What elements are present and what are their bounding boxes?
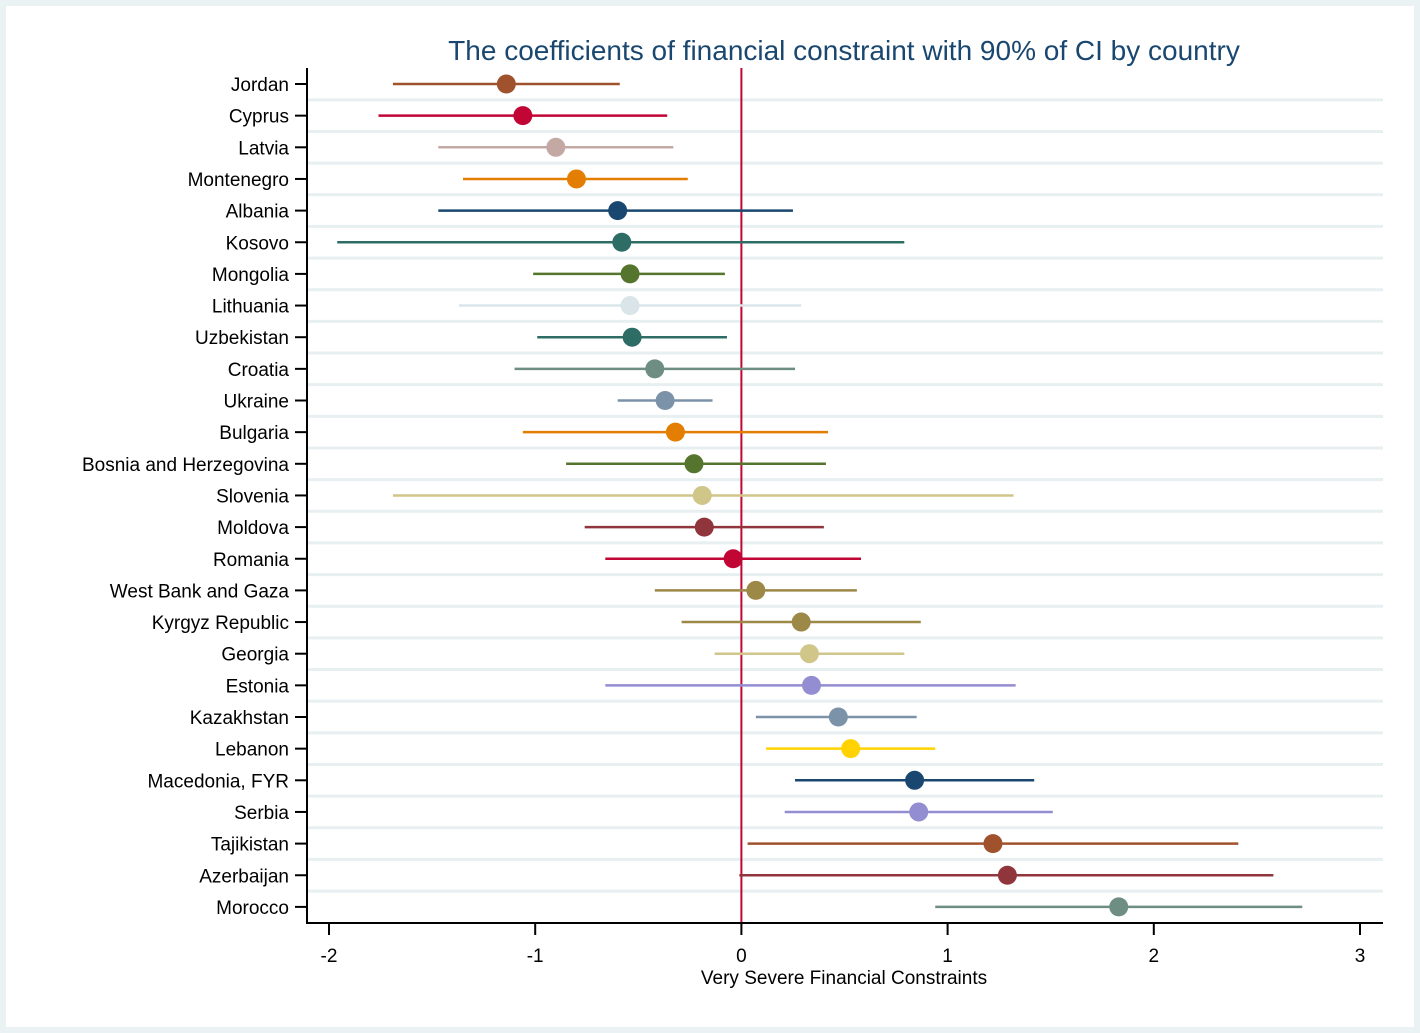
country-row: Lebanon — [215, 739, 936, 761]
x-axis-label: Very Severe Financial Constraints — [701, 968, 987, 989]
country-row: Cyprus — [229, 106, 668, 128]
chart-title: The coefficients of financial constraint… — [448, 35, 1240, 66]
coefficient-point — [723, 549, 743, 569]
chart-frame: The coefficients of financial constraint… — [6, 6, 1414, 1027]
country-label: Kazakhstan — [190, 708, 289, 729]
coefficient-point — [909, 802, 929, 822]
country-row: Kosovo — [226, 232, 905, 254]
x-tick-label: -1 — [527, 946, 544, 967]
coefficient-point — [694, 517, 714, 537]
country-rows: Jordan Cyprus Latvia Montenegro Albania Kosov… — [82, 74, 1303, 919]
coefficient-point — [620, 296, 640, 316]
country-row: Lithuania — [212, 296, 802, 318]
country-label: Tajikistan — [211, 835, 289, 856]
country-row: Morocco — [216, 897, 1303, 919]
coefficient-point — [841, 739, 861, 759]
country-row: Uzbekistan — [195, 327, 727, 349]
country-label: Serbia — [234, 803, 289, 824]
country-label: Lithuania — [212, 297, 290, 318]
country-row: Georgia — [221, 644, 905, 666]
country-label: Morocco — [216, 898, 289, 919]
country-row: West Bank and Gaza — [110, 580, 857, 602]
country-label: Cyprus — [229, 107, 289, 128]
country-label: Macedonia, FYR — [147, 771, 289, 792]
coefficient-point — [802, 675, 822, 695]
country-row: Macedonia, FYR — [147, 770, 1035, 792]
coefficient-point — [645, 359, 665, 379]
coefficient-point — [620, 264, 640, 284]
coefficient-plot: The coefficients of financial constraint… — [82, 35, 1383, 989]
coefficient-point — [566, 169, 586, 189]
country-label: Croatia — [228, 360, 290, 381]
country-label: Georgia — [221, 645, 289, 666]
country-row: Slovenia — [216, 485, 1014, 507]
coefficient-point — [655, 391, 675, 410]
country-label: Uzbekistan — [195, 328, 289, 349]
x-tick-label: 3 — [1355, 946, 1366, 967]
country-label: Albania — [226, 202, 290, 223]
country-row: Albania — [226, 201, 793, 223]
coefficient-point — [746, 580, 766, 600]
coefficient-point — [684, 454, 704, 474]
country-row: Bulgaria — [219, 422, 829, 444]
country-row: Kyrgyz Republic — [152, 612, 921, 634]
country-row: Estonia — [226, 675, 1016, 697]
country-label: West Bank and Gaza — [110, 581, 290, 602]
country-row: Moldova — [217, 517, 824, 539]
coefficient-point — [513, 106, 533, 126]
coefficient-point — [983, 834, 1003, 854]
x-ticks: -2 -1 0 1 2 3 — [321, 923, 1366, 967]
x-tick-label: 2 — [1149, 946, 1160, 967]
x-tick-label: 0 — [736, 946, 747, 967]
country-row: Serbia — [234, 802, 1053, 824]
country-row: Jordan — [231, 74, 620, 96]
country-row: Ukraine — [224, 391, 713, 413]
country-label: Lebanon — [215, 740, 289, 761]
country-label: Montenegro — [188, 170, 289, 191]
country-label: Ukraine — [224, 392, 289, 413]
gridlines — [307, 98, 1383, 893]
country-row: Romania — [213, 549, 861, 571]
country-label: Kosovo — [226, 233, 289, 254]
country-label: Moldova — [217, 518, 289, 539]
coefficient-point — [692, 485, 712, 505]
country-row: Croatia — [228, 359, 796, 381]
country-row: Azerbaijan — [199, 865, 1274, 887]
country-row: Bosnia and Herzegovina — [82, 454, 826, 476]
country-label: Latvia — [238, 138, 289, 159]
coefficient-point — [546, 137, 566, 157]
country-label: Kyrgyz Republic — [152, 613, 289, 634]
country-row: Tajikistan — [211, 834, 1239, 856]
coefficient-point — [997, 865, 1017, 885]
coefficient-point — [665, 422, 685, 442]
country-label: Estonia — [226, 676, 290, 697]
coefficient-point — [608, 201, 628, 221]
coefficient-point — [791, 612, 811, 632]
x-tick-label: -2 — [321, 946, 338, 967]
country-row: Mongolia — [212, 264, 725, 286]
country-label: Azerbaijan — [199, 866, 289, 887]
coefficient-point — [828, 707, 848, 727]
x-tick-label: 1 — [942, 946, 953, 967]
coefficient-point — [1109, 897, 1129, 917]
country-label: Bulgaria — [219, 423, 289, 444]
country-label: Jordan — [231, 75, 289, 96]
country-label: Mongolia — [212, 265, 290, 286]
coefficient-point — [612, 232, 632, 252]
country-label: Romania — [213, 550, 289, 571]
coefficient-point — [622, 327, 642, 347]
coefficient-point — [905, 770, 925, 790]
country-label: Slovenia — [216, 486, 289, 507]
country-row: Kazakhstan — [190, 707, 917, 729]
country-row: Montenegro — [188, 169, 688, 191]
country-label: Bosnia and Herzegovina — [82, 455, 289, 476]
country-row: Latvia — [238, 137, 674, 159]
coefficient-point — [496, 74, 516, 94]
coefficient-point — [799, 644, 819, 664]
